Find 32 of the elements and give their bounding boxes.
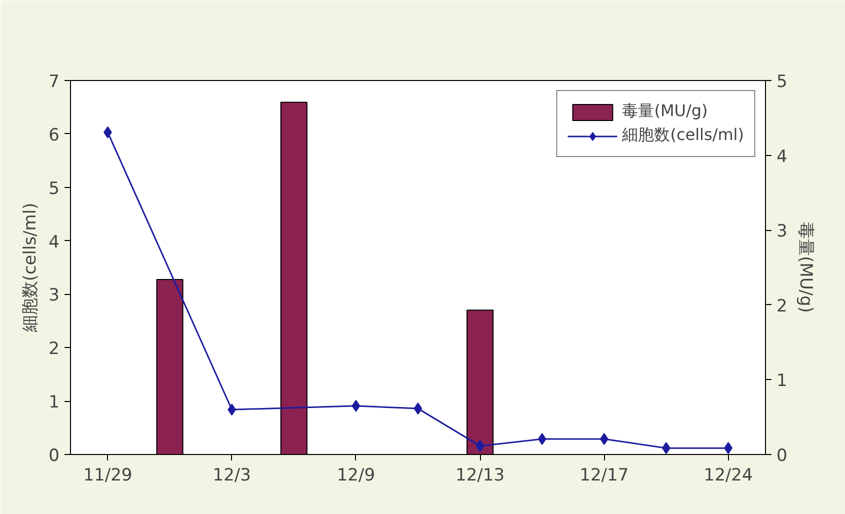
bar <box>280 102 308 454</box>
x-tick-label: 12/13 <box>456 466 505 486</box>
x-tick-label: 12/3 <box>212 466 251 486</box>
y-tick-label: 4 <box>48 232 60 252</box>
point <box>352 400 360 412</box>
y2-tick-label: 3 <box>776 222 788 242</box>
x-tick-label: 12/24 <box>704 466 753 486</box>
y2-tick-label: 4 <box>776 146 788 167</box>
y-tick-label: 3 <box>48 286 60 306</box>
x-tick-label: 11/29 <box>83 466 132 486</box>
y-tick-label: 1 <box>48 392 60 413</box>
point <box>228 404 236 416</box>
x-tick-label: 12/17 <box>580 466 629 486</box>
x-tick-label: 12/9 <box>336 466 376 486</box>
y2-tick-label: 2 <box>776 296 788 316</box>
y-tick-label: 2 <box>48 339 60 360</box>
y2-tick-label: 1 <box>776 371 788 392</box>
y-tick-label: 0 <box>48 446 60 466</box>
point <box>600 433 608 446</box>
y-tick-label: 7 <box>48 72 60 92</box>
y2-tick-label: 0 <box>776 446 788 466</box>
point <box>476 440 484 452</box>
legend-label: 細胞数(cells/ml) <box>622 125 744 146</box>
y-axis-title: 細胞数(cells/ml) <box>20 202 41 334</box>
y-tick-label: 5 <box>48 178 60 199</box>
legend-label: 毒量(MU/g) <box>622 101 708 122</box>
y-tick-label: 6 <box>48 125 60 146</box>
y2-axis-title: 毒量(MU/g) <box>795 222 816 313</box>
bar <box>156 278 184 454</box>
y2-tick-label: 5 <box>776 72 788 92</box>
point <box>538 433 546 446</box>
point <box>414 402 422 415</box>
